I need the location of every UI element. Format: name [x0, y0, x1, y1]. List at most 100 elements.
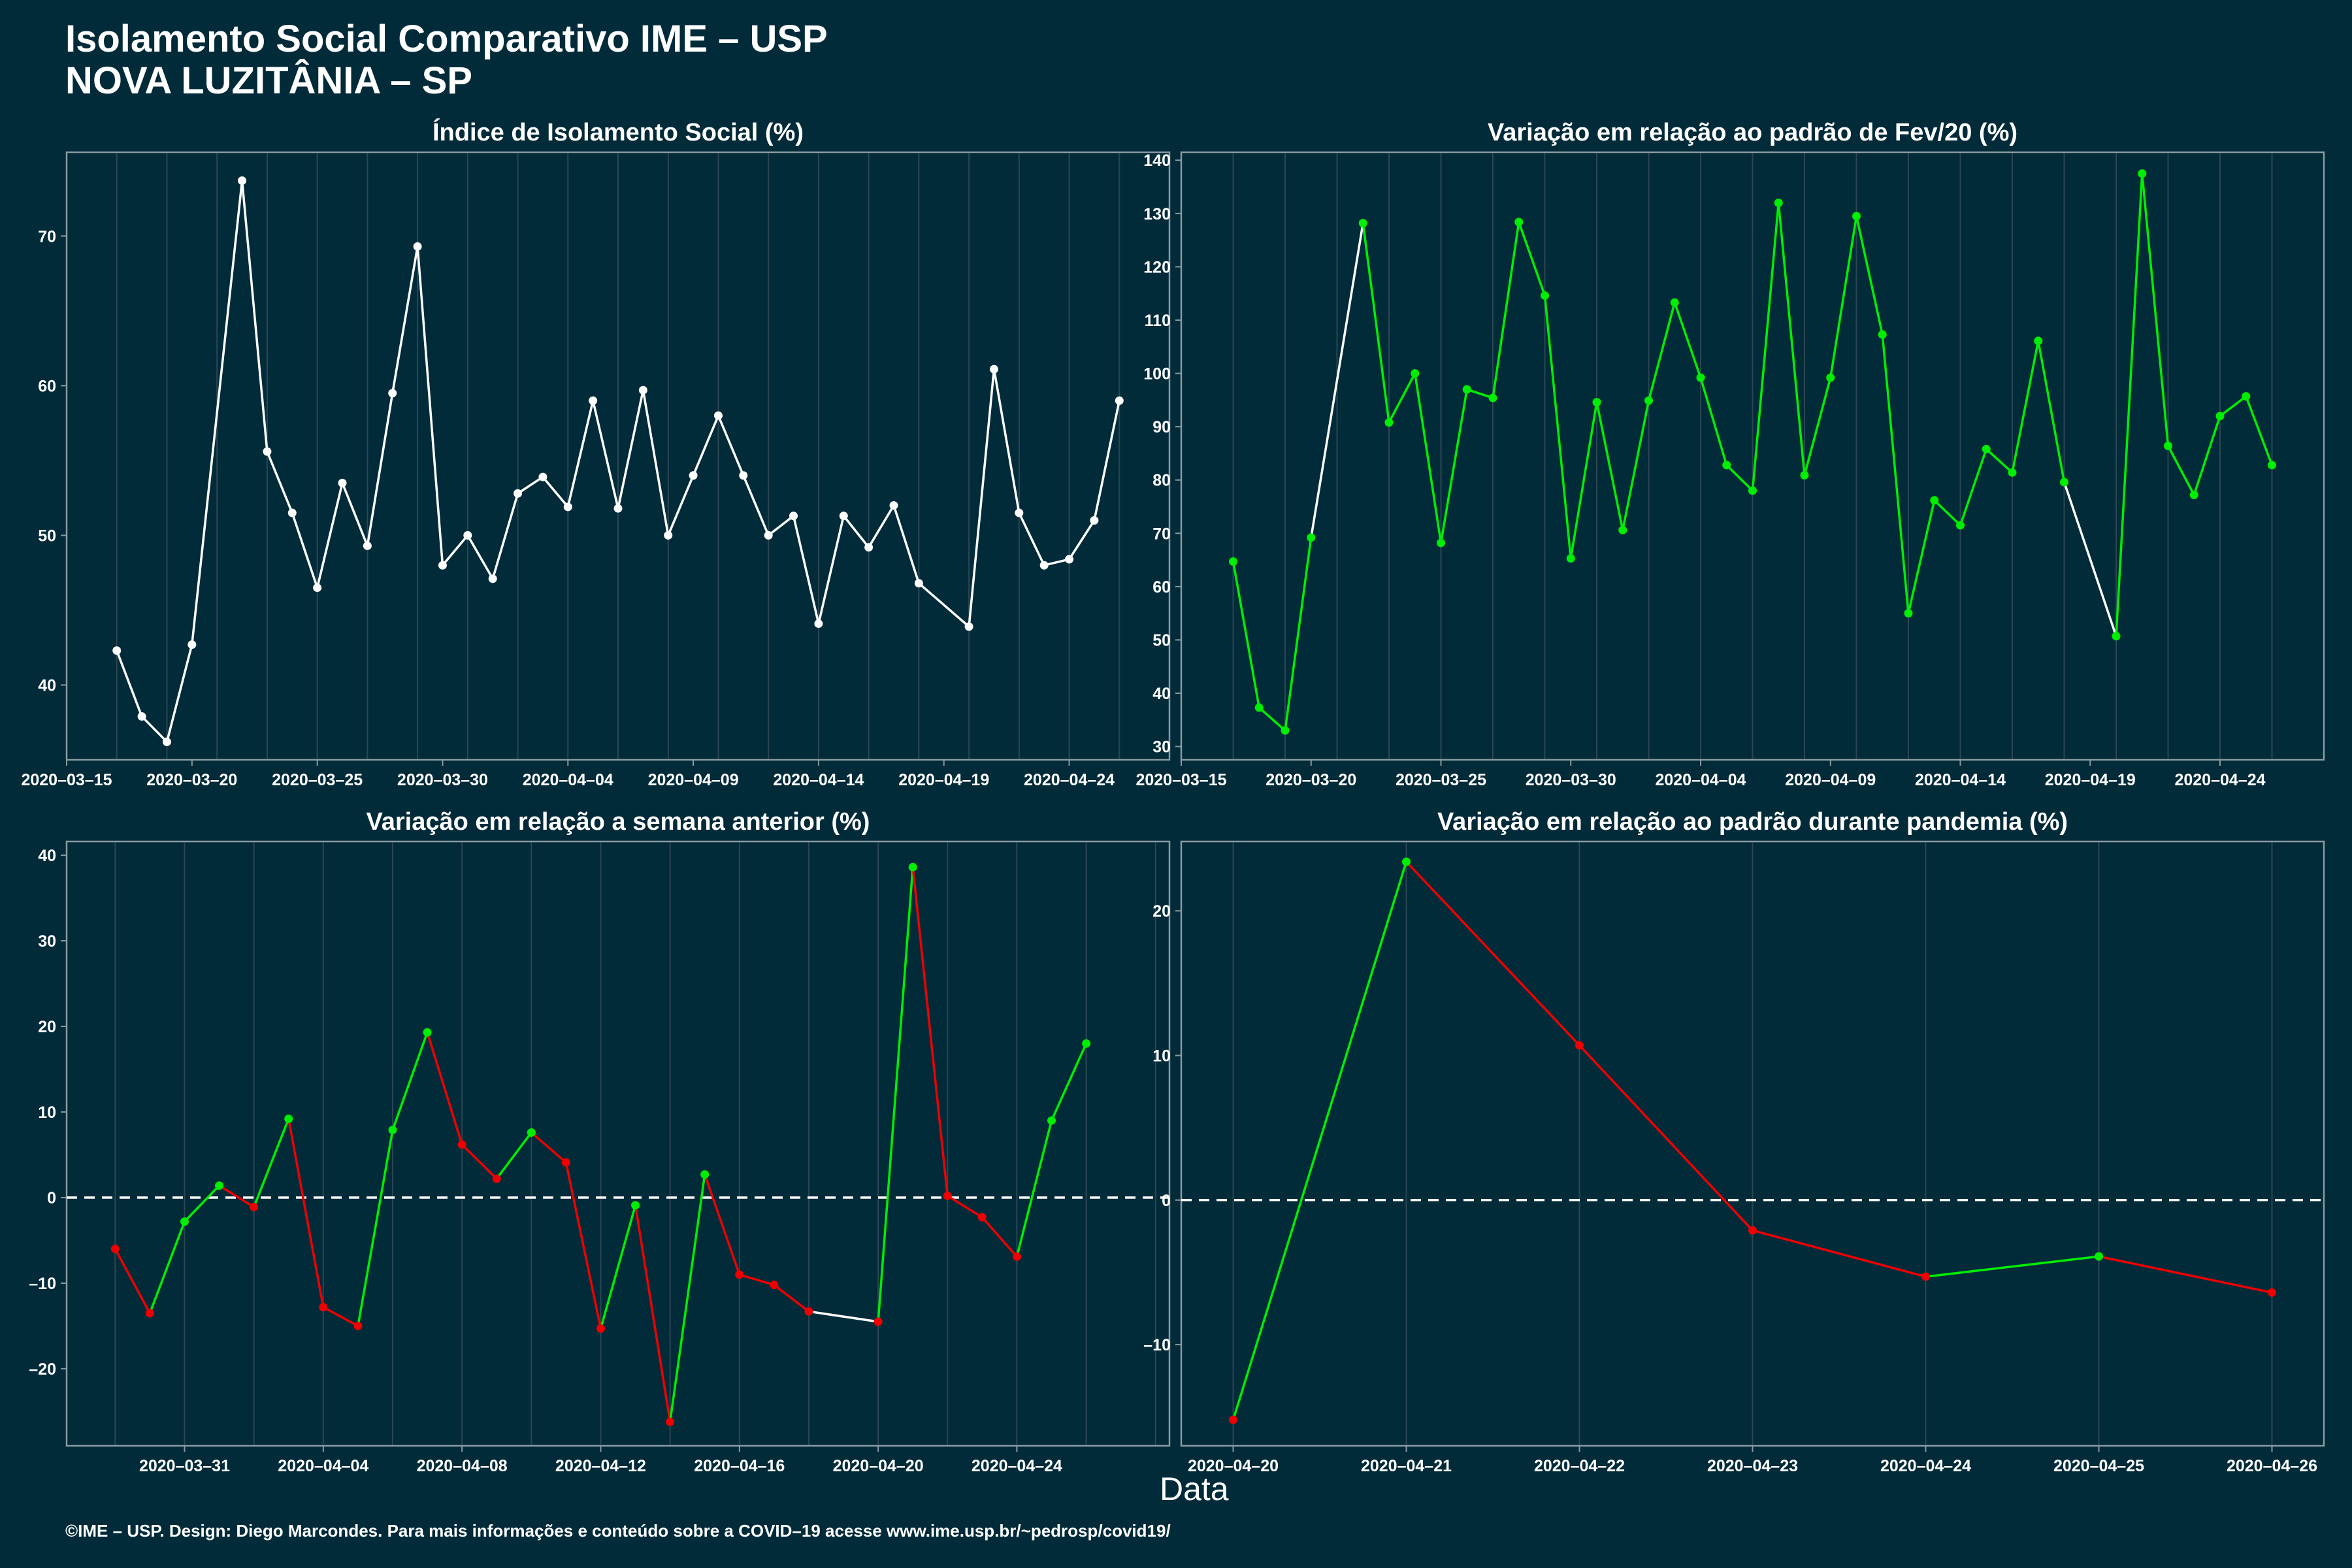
- data-point: [638, 385, 647, 395]
- data-point: [238, 176, 247, 186]
- data-point: [1575, 1041, 1584, 1050]
- data-point: [145, 1309, 154, 1318]
- series-segment: [491, 493, 519, 580]
- x-tick-label: 2020–04–14: [1915, 771, 2006, 789]
- data-point: [1015, 508, 1024, 517]
- gridlines: [1232, 841, 2273, 1446]
- data-points: [112, 176, 1124, 747]
- x-tick-label: 2020–03–25: [1396, 771, 1486, 789]
- series-segment: [1959, 448, 1987, 526]
- panel-title: Índice de Isolamento Social (%): [433, 118, 804, 146]
- series-segment: [391, 246, 419, 394]
- series-segment: [366, 393, 394, 546]
- series-segment: [1258, 706, 1286, 732]
- y-tick-label: 20: [38, 1018, 56, 1036]
- data-point: [943, 1191, 952, 1200]
- data-point: [700, 1170, 710, 1179]
- series-segment: [642, 389, 670, 536]
- gridlines: [114, 841, 1156, 1446]
- series-segment: [184, 1184, 220, 1222]
- data-point: [2215, 412, 2225, 421]
- series-segment: [114, 1248, 151, 1314]
- panel-title: Variação em relação ao padrão de Fev/20 …: [1488, 119, 2017, 146]
- y-tick-label: 140: [1143, 152, 1171, 170]
- series-segment: [2037, 340, 2066, 483]
- series-segment: [140, 715, 168, 743]
- series-segment: [542, 476, 569, 508]
- data-point: [1462, 385, 1471, 394]
- y-tick-label: 10: [38, 1103, 56, 1122]
- data-point: [1800, 470, 1809, 480]
- y-tick-label: 60: [1152, 578, 1171, 596]
- series-segment: [911, 867, 949, 1196]
- series-segment: [1043, 558, 1070, 566]
- data-point: [1904, 609, 1913, 618]
- data-point: [492, 1174, 501, 1183]
- data-point: [1281, 726, 1290, 735]
- data-point: [388, 389, 397, 398]
- series-segment: [416, 246, 444, 566]
- x-tick-label: 2020–03–20: [1266, 771, 1356, 789]
- series-segment: [1232, 861, 1408, 1420]
- series-segment: [461, 1143, 498, 1180]
- data-point: [631, 1201, 640, 1210]
- data-point: [764, 531, 773, 540]
- x-tick-label: 2020–04–24: [1880, 1457, 1971, 1475]
- panel-title: Variação em relação ao padrão durante pa…: [1437, 808, 2068, 836]
- data-point: [413, 242, 422, 251]
- data-point: [1921, 1272, 1930, 1281]
- series-segment: [1829, 216, 1858, 378]
- series-segment: [918, 582, 970, 628]
- data-point: [613, 504, 623, 513]
- series-segment: [517, 476, 544, 495]
- series-segment: [116, 650, 143, 717]
- data-point: [319, 1303, 328, 1312]
- data-point: [2242, 392, 2251, 401]
- y-tick-label: 0: [1162, 1192, 1171, 1210]
- data-point: [1852, 212, 1861, 221]
- data-point: [789, 512, 798, 521]
- x-tick-label: 2020–04–09: [648, 771, 739, 789]
- series-segment: [1751, 203, 1780, 491]
- series-segment: [148, 1221, 186, 1314]
- data-point: [2164, 442, 2172, 450]
- series-segment: [1985, 448, 2014, 474]
- series-segment: [634, 1205, 672, 1422]
- x-tick-label: 2020–03–15: [1135, 771, 1226, 789]
- series-segment: [1466, 388, 1494, 399]
- series-segment: [1068, 519, 1096, 561]
- data-point: [1039, 561, 1049, 570]
- data-point: [914, 579, 923, 588]
- data-point: [1748, 1226, 1757, 1235]
- data-point: [353, 1322, 363, 1331]
- data-point: [1047, 1116, 1056, 1125]
- series-segment: [1725, 464, 1754, 492]
- data-point: [514, 489, 523, 498]
- series-segment: [1492, 221, 1520, 399]
- series-segment: [322, 1306, 359, 1328]
- data-point: [1090, 515, 1099, 525]
- x-tick-label: 2020–04–24: [1024, 771, 1115, 789]
- series-segment: [240, 180, 269, 452]
- data-point: [188, 640, 197, 649]
- series-segment: [495, 1132, 532, 1180]
- data-point: [388, 1126, 397, 1135]
- series-segment: [391, 1032, 429, 1131]
- data-point: [112, 646, 122, 655]
- data-point: [263, 447, 272, 456]
- series-segment: [668, 1174, 706, 1422]
- x-tick-label: 2020–03–20: [146, 771, 237, 789]
- series-segment: [1015, 1120, 1053, 1257]
- series-line: [114, 867, 1088, 1422]
- data-point: [1082, 1039, 1091, 1048]
- series-segment: [667, 475, 694, 536]
- panel-frame: [65, 840, 1171, 1447]
- data-point: [1696, 373, 1705, 382]
- data-point: [689, 471, 698, 480]
- y-tick-label: –20: [29, 1360, 56, 1379]
- data-point: [1722, 461, 1731, 470]
- x-tick-label: 2020–04–19: [898, 771, 989, 789]
- series-segment: [1439, 389, 1468, 544]
- series-segment: [591, 400, 619, 509]
- series-segment: [2245, 396, 2274, 466]
